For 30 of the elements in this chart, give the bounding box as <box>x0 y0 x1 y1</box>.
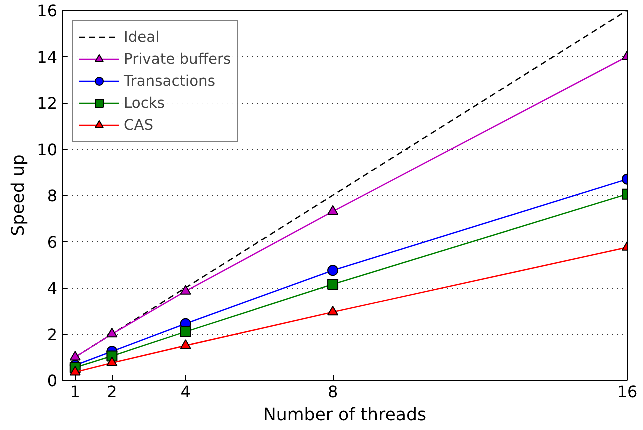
y-tick-label: 12 <box>37 94 58 113</box>
y-tick-label: 6 <box>47 232 58 252</box>
legend-label: CAS <box>124 116 154 134</box>
legend-label: Locks <box>124 94 166 112</box>
x-tick-label: 8 <box>328 382 338 402</box>
y-tick-label: 2 <box>47 325 58 344</box>
y-tick-label: 16 <box>37 2 58 20</box>
legend-label: Ideal <box>124 28 160 46</box>
point <box>328 279 339 290</box>
y-tick-label: 8 <box>47 186 58 206</box>
point <box>180 326 192 338</box>
y-tick-label: 4 <box>47 279 58 298</box>
x-axis-title: Number of threads <box>263 406 427 426</box>
y-tick-label: 10 <box>37 140 58 160</box>
y-tick-label: 14 <box>37 48 58 67</box>
legend-label: Transactions <box>124 72 216 90</box>
x-tick-label: 16 <box>617 382 638 402</box>
point <box>328 265 339 276</box>
legend-label: Private buffers <box>124 50 232 68</box>
x-tick-label: 2 <box>107 382 118 402</box>
x-tick-label: 1 <box>70 382 80 402</box>
point <box>180 340 192 350</box>
y-axis-title: Speed up <box>9 154 30 236</box>
point <box>106 356 118 367</box>
point <box>70 366 81 376</box>
point <box>328 306 339 316</box>
point <box>328 205 339 216</box>
y-tick-label: 0 <box>47 372 58 390</box>
x-tick-label: 4 <box>180 382 191 402</box>
point <box>180 285 192 295</box>
